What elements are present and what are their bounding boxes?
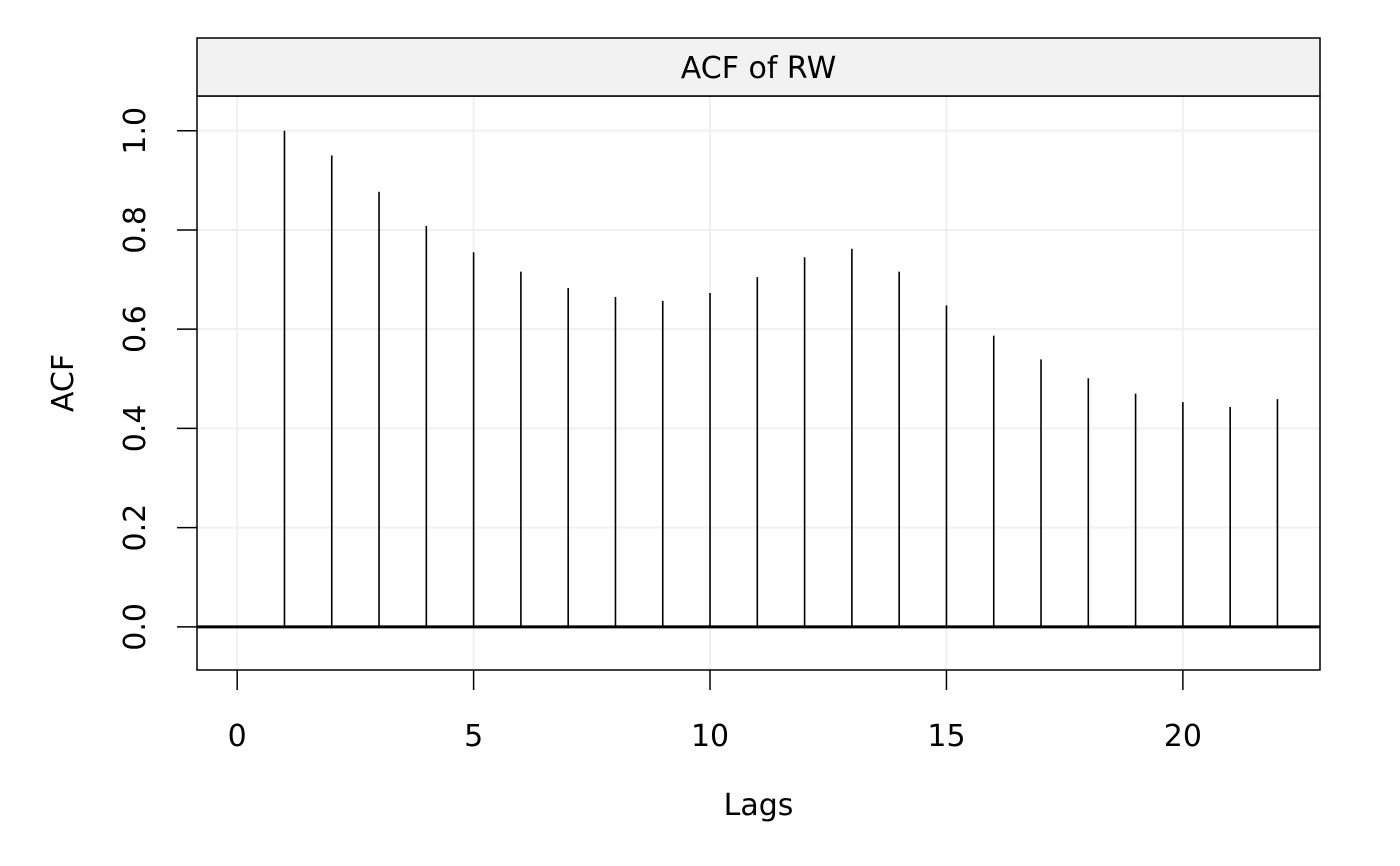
grid-lines — [197, 96, 1320, 670]
x-tick-label: 5 — [464, 719, 483, 754]
acf-stems — [283, 130, 1279, 627]
y-axis-label: ACF — [46, 354, 81, 412]
chart-title: ACF of RW — [681, 51, 836, 86]
x-tick-label: 15 — [927, 719, 965, 754]
x-axis-label: Lags — [724, 788, 794, 823]
y-axis: 0.0 0.2 0.4 0.6 0.8 1.0 — [118, 107, 197, 651]
plot-frame — [196, 95, 1321, 671]
y-tick-label: 0.4 — [118, 405, 153, 453]
y-tick-label: 0.2 — [118, 504, 153, 552]
x-tick-label: 10 — [691, 719, 729, 754]
y-tick-label: 0.6 — [118, 305, 153, 353]
y-tick-label: 0.8 — [118, 206, 153, 254]
x-tick-label: 0 — [228, 719, 247, 754]
x-axis: 0 5 10 15 20 — [228, 670, 1202, 754]
y-tick-label: 1.0 — [118, 107, 153, 155]
y-tick-label: 0.0 — [118, 603, 153, 651]
x-tick-label: 20 — [1164, 719, 1202, 754]
title-strip — [196, 37, 1321, 97]
